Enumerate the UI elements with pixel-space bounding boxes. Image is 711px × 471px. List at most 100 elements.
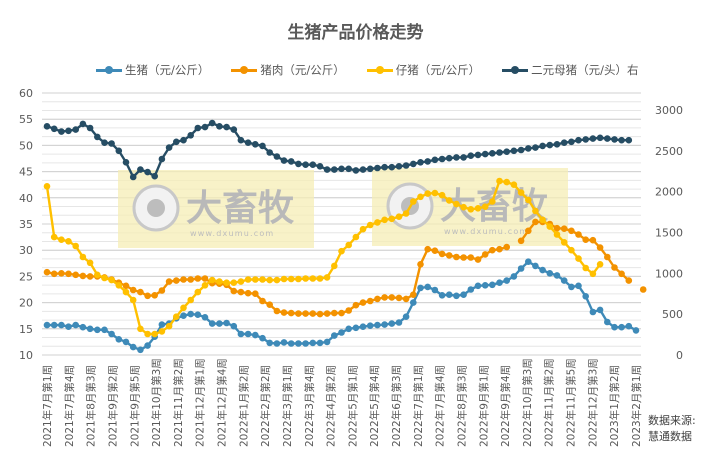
data-point[interactable]	[352, 301, 360, 309]
data-point[interactable]	[525, 196, 532, 204]
data-point[interactable]	[438, 155, 446, 163]
data-point[interactable]	[467, 286, 475, 293]
data-point[interactable]	[345, 241, 353, 249]
data-point[interactable]	[438, 250, 446, 258]
data-point[interactable]	[323, 274, 331, 281]
data-point[interactable]	[79, 323, 87, 331]
data-point[interactable]	[230, 322, 238, 330]
data-point[interactable]	[302, 340, 309, 347]
data-point[interactable]	[158, 287, 166, 294]
data-point[interactable]	[144, 292, 151, 300]
data-point[interactable]	[582, 293, 589, 300]
data-point[interactable]	[208, 320, 216, 327]
data-point[interactable]	[280, 275, 288, 283]
data-point[interactable]	[410, 299, 417, 306]
data-point[interactable]	[266, 276, 274, 284]
data-point[interactable]	[431, 189, 439, 197]
data-point[interactable]	[604, 253, 611, 261]
data-point[interactable]	[388, 294, 396, 301]
data-point[interactable]	[273, 307, 281, 315]
data-point[interactable]	[129, 343, 137, 351]
data-point[interactable]	[101, 326, 108, 334]
data-point[interactable]	[151, 330, 158, 338]
data-point[interactable]	[129, 173, 137, 181]
data-point[interactable]	[481, 251, 489, 258]
data-point[interactable]	[575, 282, 582, 290]
data-point[interactable]	[50, 233, 58, 241]
data-point[interactable]	[122, 338, 130, 346]
data-point[interactable]	[302, 310, 309, 317]
data-point[interactable]	[165, 144, 173, 151]
data-point[interactable]	[352, 233, 360, 241]
data-point[interactable]	[101, 139, 108, 146]
data-point[interactable]	[280, 309, 288, 316]
data-point[interactable]	[122, 282, 130, 290]
data-point[interactable]	[180, 136, 187, 144]
data-point[interactable]	[402, 162, 410, 169]
data-point[interactable]	[201, 275, 209, 282]
data-point[interactable]	[611, 264, 618, 271]
data-point[interactable]	[129, 296, 137, 304]
data-point[interactable]	[395, 319, 403, 326]
data-point[interactable]	[151, 172, 158, 180]
data-point[interactable]	[244, 139, 252, 146]
data-point[interactable]	[532, 144, 539, 151]
data-point[interactable]	[431, 247, 439, 254]
data-point[interactable]	[460, 203, 467, 211]
data-point[interactable]	[230, 126, 238, 133]
data-point[interactable]	[510, 147, 518, 155]
data-point[interactable]	[50, 125, 58, 133]
data-point[interactable]	[58, 270, 65, 277]
data-point[interactable]	[532, 218, 539, 226]
data-point[interactable]	[230, 279, 238, 287]
data-point[interactable]	[94, 271, 101, 279]
data-point[interactable]	[453, 154, 460, 161]
data-point[interactable]	[553, 141, 561, 148]
data-point[interactable]	[259, 334, 266, 342]
data-point[interactable]	[79, 253, 87, 261]
data-point[interactable]	[244, 289, 252, 297]
data-point[interactable]	[323, 310, 331, 317]
data-point[interactable]	[208, 119, 216, 127]
data-point[interactable]	[273, 340, 281, 347]
data-point[interactable]	[489, 246, 496, 254]
data-point[interactable]	[129, 286, 137, 294]
data-point[interactable]	[474, 151, 482, 159]
data-point[interactable]	[187, 132, 194, 139]
data-point[interactable]	[460, 254, 467, 261]
data-point[interactable]	[72, 271, 79, 279]
data-point[interactable]	[108, 330, 115, 338]
data-point[interactable]	[424, 190, 432, 197]
data-point[interactable]	[302, 161, 309, 168]
data-point[interactable]	[453, 292, 460, 300]
data-point[interactable]	[460, 291, 467, 299]
data-point[interactable]	[431, 286, 439, 294]
data-point[interactable]	[417, 159, 424, 166]
data-point[interactable]	[438, 292, 446, 299]
data-point[interactable]	[331, 309, 338, 317]
data-point[interactable]	[431, 156, 439, 164]
data-point[interactable]	[65, 323, 72, 331]
data-point[interactable]	[381, 216, 388, 224]
data-point[interactable]	[546, 141, 554, 149]
data-point[interactable]	[144, 342, 151, 349]
data-point[interactable]	[309, 310, 317, 317]
data-point[interactable]	[410, 198, 417, 205]
data-point[interactable]	[359, 166, 367, 173]
data-point[interactable]	[108, 276, 115, 284]
data-point[interactable]	[366, 221, 374, 229]
data-point[interactable]	[237, 278, 245, 285]
data-point[interactable]	[79, 120, 87, 128]
data-point[interactable]	[546, 270, 554, 277]
data-point[interactable]	[517, 189, 525, 196]
data-point[interactable]	[410, 291, 417, 299]
data-point[interactable]	[445, 291, 453, 299]
data-point[interactable]	[453, 200, 460, 208]
data-point[interactable]	[424, 283, 432, 291]
data-point[interactable]	[474, 282, 482, 290]
data-point[interactable]	[388, 320, 396, 327]
data-point[interactable]	[216, 320, 223, 327]
data-point[interactable]	[309, 161, 317, 168]
data-point[interactable]	[388, 163, 396, 171]
data-point[interactable]	[388, 215, 396, 223]
